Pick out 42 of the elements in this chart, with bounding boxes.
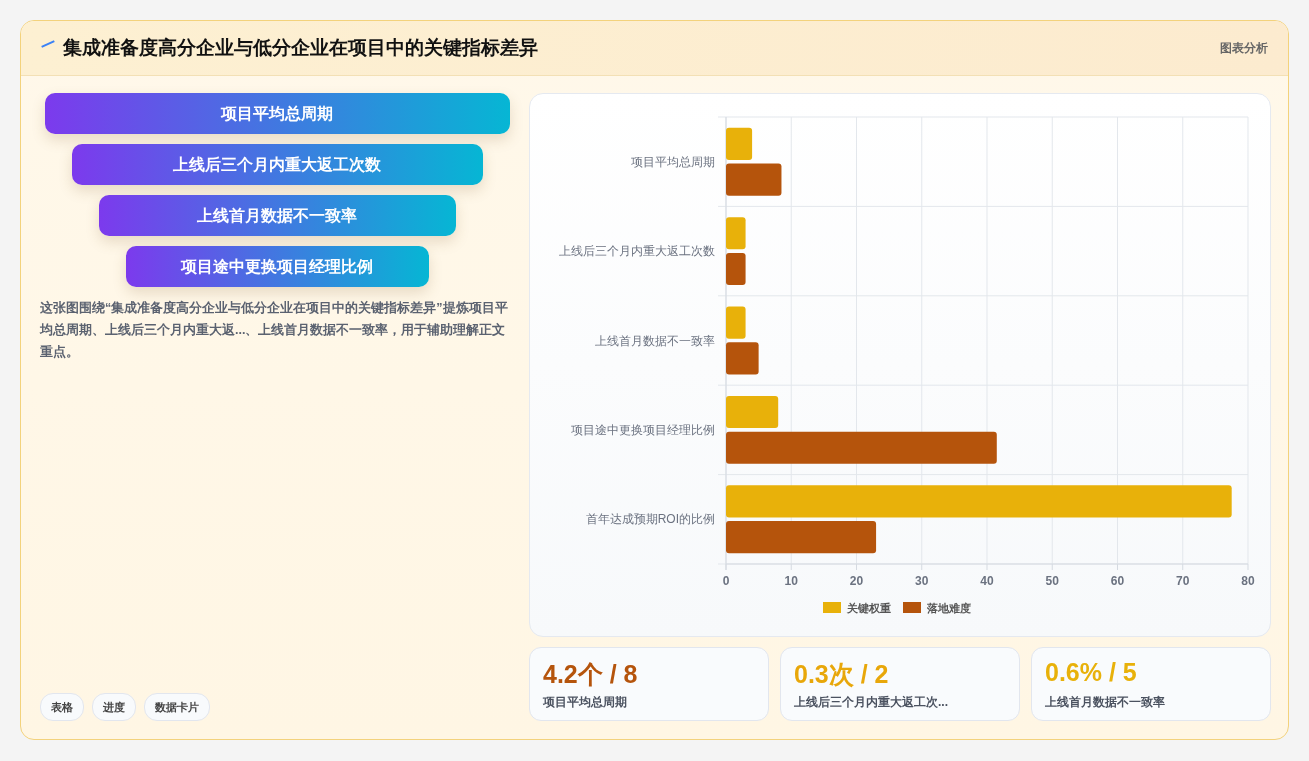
category-label: 上线后三个月内重大返工次数 <box>71 144 483 185</box>
x-tick-label: 70 <box>1176 574 1190 588</box>
text: 上线首月数据不一致率 <box>1045 694 1165 711</box>
text: 表格 <box>40 693 84 721</box>
x-tick-label: 40 <box>980 574 994 588</box>
text: 4.2个 / 8 <box>543 659 638 690</box>
legend-label: 关键权重 <box>846 602 891 614</box>
bar <box>726 521 877 554</box>
text: 0.6% / 5 <box>1045 658 1137 687</box>
bar <box>726 163 782 196</box>
category-label: 项目途中更换项目经理比例 <box>125 246 429 287</box>
y-tick-label: 项目途中更换项目经理比例 <box>571 422 715 437</box>
legend-label: 落地难度 <box>926 602 971 614</box>
text: 集成准备度高分企业与低分企业在项目中的关键指标差异 <box>63 36 538 60</box>
text: 上线后三个月内重大返工次... <box>794 694 949 711</box>
category-label: 上线首月数据不一致率 <box>98 195 456 236</box>
x-tick-label: 10 <box>784 574 799 588</box>
bar <box>726 217 746 250</box>
y-tick-label: 上线首月数据不一致率 <box>595 333 715 348</box>
bar <box>726 306 746 339</box>
text: 数据卡片 <box>144 693 210 721</box>
bar <box>726 485 1232 518</box>
y-tick-label: 上线后三个月内重大返工次数 <box>559 244 715 259</box>
bar <box>726 252 746 286</box>
x-tick-label: 80 <box>1241 574 1255 588</box>
text: 项目平均总周期 <box>543 694 627 711</box>
text: 0.3次 / 2 <box>794 659 889 690</box>
text: 图表分析 <box>1220 40 1268 57</box>
x-tick-label: 0 <box>722 574 730 588</box>
category-label: 项目平均总周期 <box>44 93 510 134</box>
text: 进度 <box>92 693 136 721</box>
bar <box>726 395 779 429</box>
y-tick-label: 首年达成预期ROI的比例 <box>585 512 715 527</box>
bar <box>726 127 753 160</box>
bar <box>726 342 759 375</box>
x-tick-label: 20 <box>849 574 864 588</box>
x-tick-label: 50 <box>1045 574 1060 588</box>
x-tick-label: 30 <box>915 574 929 588</box>
x-tick-label: 60 <box>1110 574 1125 588</box>
text: 这张图围绕“集成准备度高分企业与低分企业在项目中的关键指标差异”提炼项目平均总周期、上线后三个月内重大返...、上线首月数据不一致率，用于辅助理解正文重点。 <box>40 299 509 361</box>
bar <box>726 431 997 464</box>
y-tick-label: 项目平均总周期 <box>631 154 715 169</box>
